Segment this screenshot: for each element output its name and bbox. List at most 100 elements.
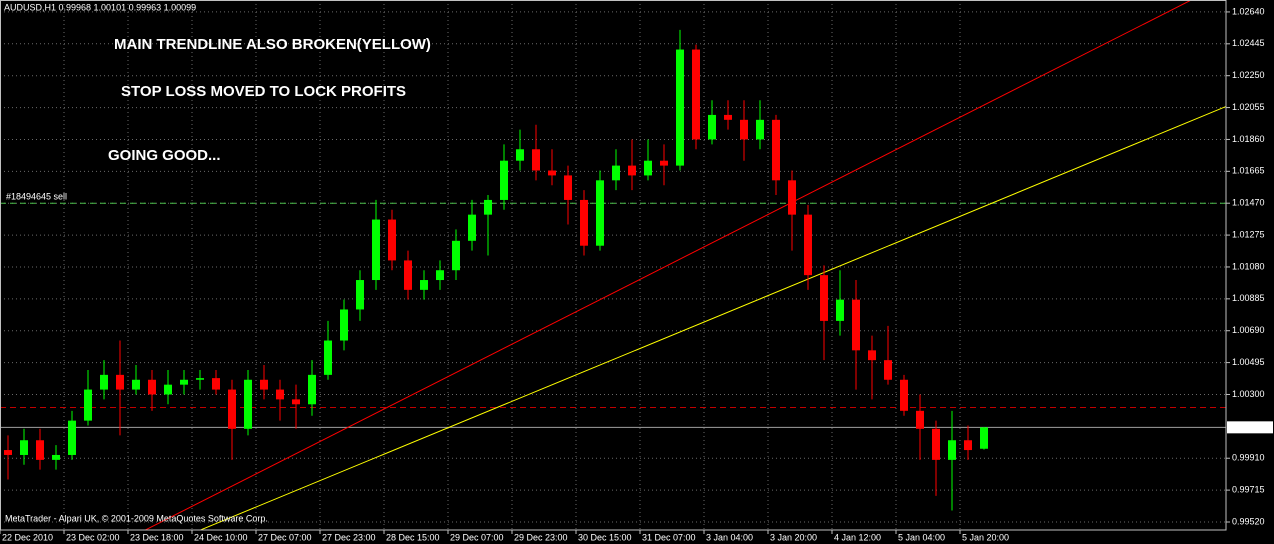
- candle-body: [404, 260, 412, 290]
- candle-body: [244, 379, 252, 429]
- candle-body: [836, 299, 844, 321]
- trendline: [144, 0, 1191, 530]
- y-tick-label: 1.02445: [1232, 38, 1265, 48]
- candles: [4, 29, 988, 511]
- candle-body: [196, 378, 204, 380]
- order-label: #18494645 sell: [6, 192, 67, 202]
- candle-body: [372, 219, 380, 281]
- candle-body: [948, 440, 956, 460]
- candle-body: [68, 420, 76, 455]
- candle-body: [964, 440, 972, 451]
- candle-body: [628, 165, 636, 176]
- y-tick-label: 1.00300: [1232, 389, 1265, 399]
- candle-body: [52, 454, 60, 460]
- candle-body: [436, 270, 444, 281]
- candle-body: [532, 149, 540, 171]
- candle-body: [148, 379, 156, 395]
- candle-body: [180, 379, 188, 385]
- annotation: STOP LOSS MOVED TO LOCK PROFITS: [121, 83, 406, 100]
- candle-body: [4, 450, 12, 455]
- candle-body: [132, 379, 140, 390]
- x-tick-label: 27 Dec 07:00: [258, 532, 312, 542]
- candle-body: [356, 280, 364, 310]
- y-tick-label: 1.00690: [1232, 325, 1265, 335]
- candle-body: [884, 360, 892, 380]
- chart-title: AUDUSD,H1 0.99968 1.00101 0.99963 1.0009…: [4, 2, 196, 12]
- candle-body: [676, 49, 684, 166]
- labels: 1.02640 1.02445 1.02250 1.02055 1.01860 1.016…: [0, 6, 1273, 542]
- candle-body: [548, 170, 556, 176]
- candle-body: [260, 379, 268, 390]
- candle-body: [596, 180, 604, 246]
- x-tick-label: 23 Dec 02:00: [66, 532, 120, 542]
- x-tick-label: 31 Dec 07:00: [642, 532, 696, 542]
- candle-body: [500, 160, 508, 200]
- candle-body: [20, 440, 28, 455]
- annotation: MAIN TRENDLINE ALSO BROKEN(YELLOW): [114, 36, 431, 53]
- candle-body: [484, 199, 492, 215]
- x-tick-label: 3 Jan 04:00: [706, 532, 753, 542]
- candle-body: [852, 299, 860, 351]
- candle-body: [980, 427, 988, 449]
- x-tick-label: 27 Dec 23:00: [322, 532, 376, 542]
- candle-body: [740, 119, 748, 140]
- candle-body: [340, 309, 348, 341]
- y-tick-label: 0.99910: [1232, 453, 1265, 463]
- x-tick-label: 29 Dec 23:00: [514, 532, 568, 542]
- candle-body: [292, 399, 300, 405]
- trendlines: [144, 0, 1226, 530]
- x-tick-label: 5 Jan 20:00: [962, 532, 1009, 542]
- y-tick-label: 1.00885: [1232, 293, 1265, 303]
- candle-body: [772, 119, 780, 181]
- y-tick-label: 0.99715: [1232, 484, 1265, 494]
- x-tick-label: 30 Dec 15:00: [578, 532, 632, 542]
- candle-body: [420, 280, 428, 290]
- x-tick-label: 23 Dec 18:00: [130, 532, 184, 542]
- x-tick-label: 4 Jan 12:00: [834, 532, 881, 542]
- candle-body: [804, 214, 812, 276]
- bid-box: [1227, 421, 1273, 434]
- candle-body: [788, 180, 796, 215]
- candle-body: [932, 428, 940, 460]
- y-tick-label: 1.02250: [1232, 70, 1265, 80]
- y-tick-label: 1.02640: [1232, 6, 1265, 16]
- candle-body: [900, 379, 908, 411]
- candle-body: [660, 160, 668, 166]
- candle-body: [228, 389, 236, 429]
- candle-body: [564, 175, 572, 200]
- candle-body: [116, 374, 124, 390]
- x-tick-label: 3 Jan 20:00: [770, 532, 817, 542]
- x-tick-label: 28 Dec 15:00: [386, 532, 440, 542]
- y-tick-label: 1.01080: [1232, 261, 1265, 271]
- candle-body: [580, 199, 588, 246]
- y-tick-label: 1.01275: [1232, 229, 1265, 239]
- levels: [0, 202, 1226, 428]
- candle-body: [644, 160, 652, 176]
- candle-body: [756, 119, 764, 140]
- y-tick-label: 1.01470: [1232, 198, 1265, 208]
- candle-body: [308, 374, 316, 405]
- candle-body: [916, 410, 924, 429]
- candle-body: [324, 340, 332, 375]
- candle-body: [612, 165, 620, 181]
- copyright: MetaTrader - Alpari UK, © 2001-2009 Meta…: [5, 513, 268, 523]
- candle-body: [164, 384, 172, 395]
- trendline: [199, 105, 1226, 530]
- candle-body: [388, 219, 396, 261]
- candle-body: [868, 350, 876, 361]
- candle-body: [708, 114, 716, 140]
- candle-body: [724, 114, 732, 120]
- candle-body: [276, 389, 284, 400]
- candle-body: [212, 378, 220, 390]
- candle-body: [100, 374, 108, 390]
- y-tick-label: 1.01665: [1232, 166, 1265, 176]
- bid-label: 1.00099: [1231, 422, 1264, 432]
- candle-body: [516, 149, 524, 161]
- y-tick-label: 1.02055: [1232, 102, 1265, 112]
- plot-frame: [0, 0, 1227, 531]
- x-tick-label: 24 Dec 10:00: [194, 532, 248, 542]
- y-tick-label: 0.99520: [1232, 516, 1265, 526]
- candle-body: [84, 389, 92, 421]
